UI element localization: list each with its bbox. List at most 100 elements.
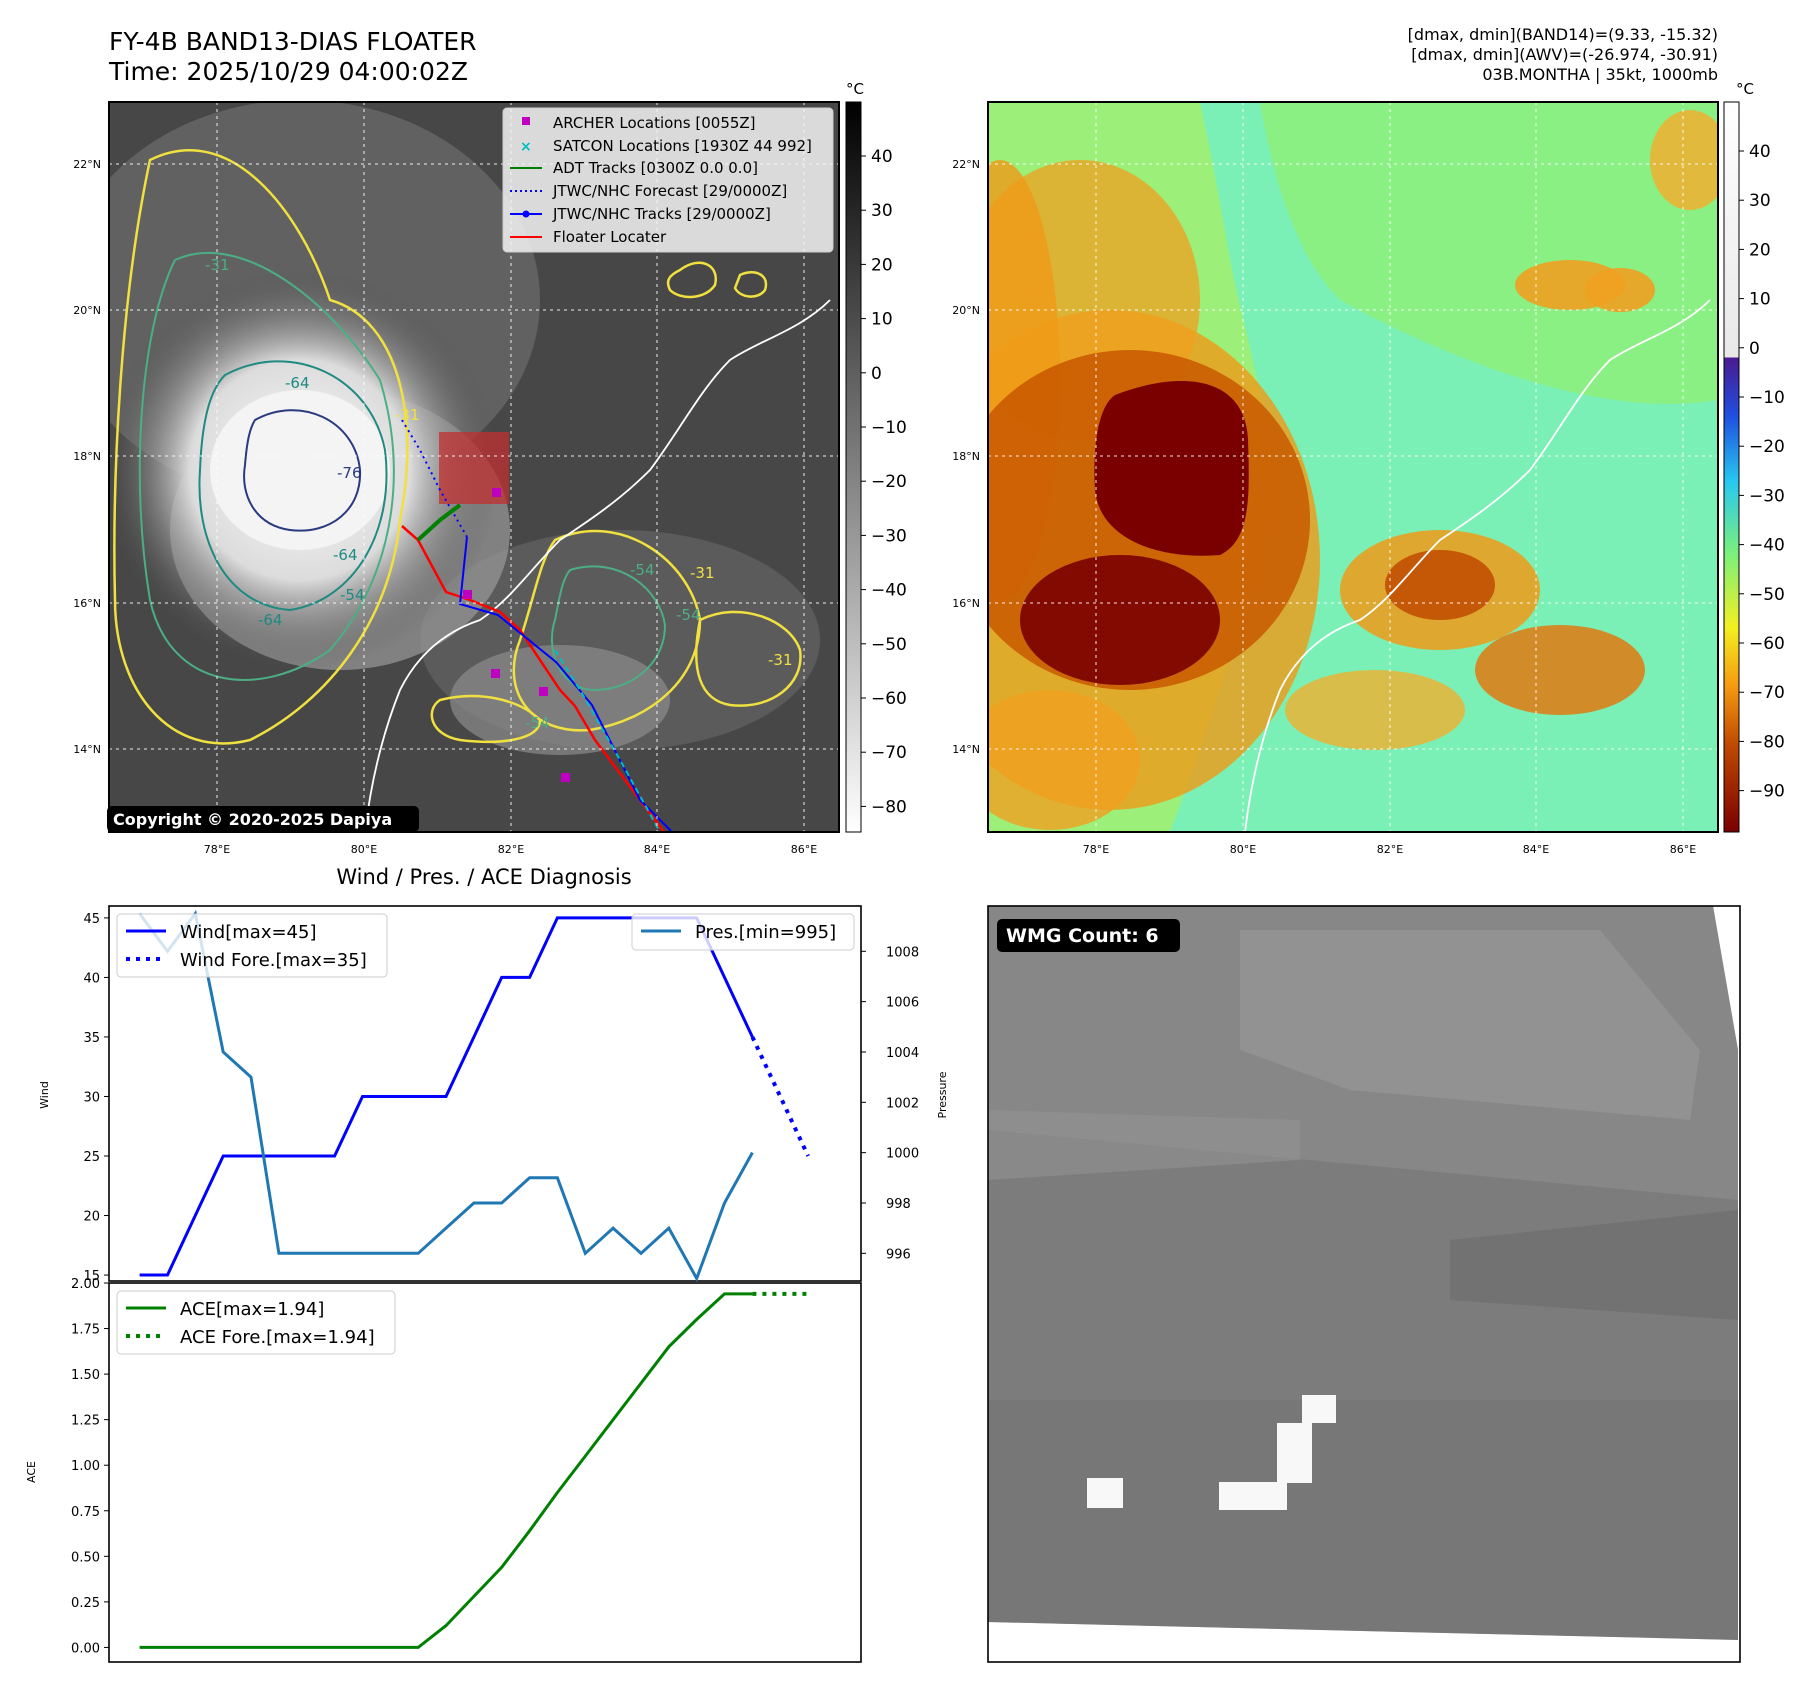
- left-colorbar-tick-label: −20: [871, 472, 907, 492]
- left-colorbar-tick-label: −70: [871, 743, 907, 763]
- ace-tick-label: 2.00: [71, 1277, 100, 1292]
- wind-tick-label: 15: [83, 1269, 100, 1284]
- wmg-cell: [1219, 1482, 1287, 1510]
- legend-archer-label: ARCHER Locations [0055Z]: [553, 114, 756, 132]
- info-line1: [dmax, dmin](BAND14)=(9.33, -15.32): [1408, 25, 1718, 44]
- left-colorbar: °C 40 30 20 10 0 −10 −20 −30 −40 −50 −60 −70 −80: [845, 80, 907, 833]
- lat-label: 20°N: [73, 304, 101, 317]
- contour-label: -31: [395, 406, 420, 424]
- right-colorbar-tick-label: 20: [1749, 240, 1771, 260]
- enhanced-map-panel: [987, 101, 1719, 833]
- legend-wind-label: Wind[max=45]: [180, 922, 317, 943]
- wmg-cell: [1277, 1423, 1312, 1483]
- contour-label: -54: [630, 561, 655, 579]
- wind-tick-label: 25: [83, 1150, 100, 1165]
- left-colorbar-tick-label: 20: [871, 255, 893, 275]
- ace-chart: ACE 0.00 0.25 0.50 0.75 1.00 1.25 1.50 1.75 2.00…: [25, 1277, 862, 1663]
- contour-label: -54: [525, 714, 550, 732]
- lat-label: 18°N: [73, 450, 101, 463]
- lon-label: 84°E: [644, 843, 670, 856]
- lon-label: 80°E: [351, 843, 377, 856]
- wind-tick-label: 20: [83, 1210, 100, 1225]
- contour-label: -31: [205, 256, 230, 274]
- pressure-tick-label: 1000: [886, 1147, 919, 1162]
- right-colorbar-tick-label: 10: [1749, 290, 1771, 310]
- legend-satcon-marker: ×: [520, 139, 532, 155]
- legend-satcon-label: SATCON Locations [1930Z 44 992]: [553, 137, 812, 155]
- left-colorbar-tick-label: 10: [871, 310, 893, 330]
- legend-archer-marker: [522, 117, 530, 125]
- legend-wind-forecast-label: Wind Fore.[max=35]: [180, 950, 367, 971]
- lon-label: 78°E: [204, 843, 230, 856]
- figure-title-line1: FY-4B BAND13-DIAS FLOATER: [109, 27, 477, 56]
- colorbar-unit: °C: [846, 80, 864, 98]
- ace-legend: ACE[max=1.94] ACE Fore.[max=1.94]: [116, 1290, 396, 1355]
- right-colorbar-tick-label: −90: [1749, 782, 1785, 802]
- lat-label: 20°N: [952, 304, 980, 317]
- left-colorbar-tick-label: 40: [871, 147, 893, 167]
- ir-map-panel: -31 -64 -76 -64 -54 -64 -54 -54 -31 -54 …: [107, 101, 840, 833]
- wind-forecast-series-line: [750, 1036, 810, 1157]
- lat-label: 14°N: [73, 743, 101, 756]
- right-colorbar-tick-label: −30: [1749, 486, 1785, 506]
- ace-tick-label: 1.25: [71, 1414, 100, 1429]
- right-colorbar-tick-label: 40: [1749, 142, 1771, 162]
- legend-floater-label: Floater Locater: [553, 228, 667, 246]
- wind-tick-label: 40: [83, 971, 100, 986]
- wind-tick-label: 30: [83, 1090, 100, 1105]
- lon-label: 82°E: [498, 843, 524, 856]
- pressure-legend: Pres.[min=995]: [631, 913, 855, 951]
- right-colorbar-tick-label: −20: [1749, 437, 1785, 457]
- wmg-cell: [1302, 1395, 1336, 1423]
- wmg-panel: WMG Count: 6: [987, 905, 1741, 1663]
- right-colorbar-tick-label: −40: [1749, 536, 1785, 556]
- lat-label: 18°N: [952, 450, 980, 463]
- left-colorbar-tick-label: −60: [871, 689, 907, 709]
- right-colorbar-tick-label: −60: [1749, 634, 1785, 654]
- contour-label: -76: [337, 464, 362, 482]
- pressure-axis-label: Pressure: [936, 1071, 949, 1118]
- ace-series-line: [139, 1292, 753, 1649]
- pressure-tick-label: 1006: [886, 996, 919, 1011]
- right-colorbar-tick-label: −80: [1749, 732, 1785, 752]
- left-map-axes: 22°N 20°N 18°N 16°N 14°N 78°E 80°E 82°E …: [73, 158, 817, 856]
- pressure-tick-label: 1008: [886, 945, 919, 960]
- contour-label: -64: [258, 611, 283, 629]
- contour-label: -64: [285, 374, 310, 392]
- right-colorbar-tick-label: 0: [1749, 339, 1760, 359]
- lon-label: 84°E: [1523, 843, 1549, 856]
- pressure-tick-label: 1002: [886, 1096, 919, 1111]
- legend-tracks-label: JTWC/NHC Tracks [29/0000Z]: [552, 205, 771, 223]
- right-colorbar-tick-label: −10: [1749, 388, 1785, 408]
- left-colorbar-tick-label: −30: [871, 526, 907, 546]
- ace-tick-label: 0.75: [71, 1505, 100, 1520]
- pressure-tick-label: 996: [886, 1247, 911, 1262]
- right-colorbar: °C 40 30 20 10 0 −10 −20 −30 −40 −50 −60 −70 −80 −90: [1723, 80, 1785, 833]
- ir-cloud-field: [109, 102, 839, 832]
- left-colorbar-tick-label: −50: [871, 635, 907, 655]
- left-colorbar-tick-label: −10: [871, 418, 907, 438]
- left-colorbar-tick-label: −80: [871, 797, 907, 817]
- colorbar-unit: °C: [1736, 80, 1754, 98]
- figure-title-line2: Time: 2025/10/29 04:00:02Z: [108, 57, 468, 86]
- wind-legend: Wind[max=45] Wind Fore.[max=35]: [116, 913, 388, 978]
- ace-axis-label: ACE: [25, 1461, 38, 1483]
- lon-label: 86°E: [791, 843, 817, 856]
- wind-axis-label: Wind: [38, 1081, 51, 1109]
- lat-label: 14°N: [952, 743, 980, 756]
- wind-pressure-chart: Wind Pressure 15 20 25 30 35 40 45 996 998 1000 1…: [38, 905, 949, 1284]
- map-legend: ARCHER Locations [0055Z] × SATCON Locati…: [502, 107, 834, 253]
- lon-label: 80°E: [1230, 843, 1256, 856]
- right-colorbar-tick-label: 30: [1749, 191, 1771, 211]
- right-map-axes: 22°N 20°N 18°N 16°N 14°N 78°E 80°E 82°E …: [952, 158, 1696, 856]
- pressure-series-line: [138, 909, 754, 1283]
- legend-ace-label: ACE[max=1.94]: [180, 1299, 324, 1320]
- contour-label: -31: [768, 651, 793, 669]
- ace-tick-label: 0.50: [71, 1550, 100, 1565]
- legend-ace-forecast-label: ACE Fore.[max=1.94]: [180, 1327, 375, 1348]
- contour-label: -64: [333, 546, 358, 564]
- wind-tick-label: 35: [83, 1031, 100, 1046]
- wmg-count-label: WMG Count: 6: [1006, 925, 1159, 947]
- wind-tick-label: 45: [83, 912, 100, 927]
- legend-pressure-label: Pres.[min=995]: [695, 922, 836, 943]
